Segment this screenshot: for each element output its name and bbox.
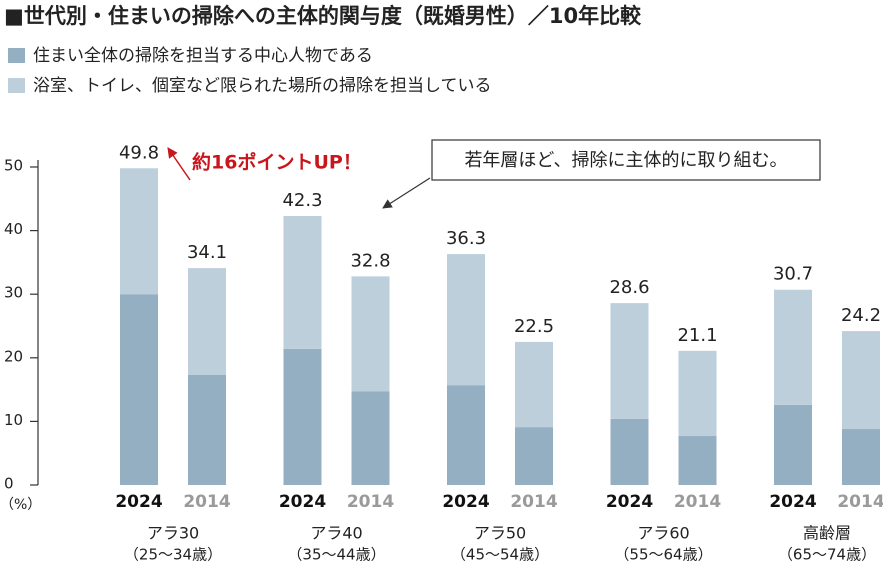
group-label: アラ50 bbox=[474, 524, 526, 543]
x-tick-label: 2014 bbox=[674, 492, 721, 512]
group-sublabel: （55〜64歳） bbox=[614, 546, 712, 564]
legend-label: 住まい全体の掃除を担当する中心人物である bbox=[33, 46, 373, 66]
group-sublabel: （45〜54歳） bbox=[451, 546, 549, 564]
annotation-arrow bbox=[167, 147, 191, 181]
value-label: 28.6 bbox=[609, 277, 649, 298]
value-label: 22.5 bbox=[514, 316, 554, 337]
bar-segment bbox=[351, 391, 390, 485]
bar-segment bbox=[188, 374, 226, 485]
chart-title: ■世代別・住まいの掃除への主体的関与度（既婚男性）／10年比較 bbox=[4, 4, 642, 28]
bar-segment bbox=[842, 429, 880, 485]
annotation: 若年層ほど、掃除に主体的に取り組む。 bbox=[464, 150, 787, 171]
group-label: 高齢層 bbox=[803, 524, 851, 543]
value-label: 34.1 bbox=[187, 242, 227, 263]
group-label: アラ30 bbox=[147, 524, 199, 543]
group-sublabel: （35〜44歳） bbox=[287, 546, 385, 564]
y-tick-label: 30 bbox=[4, 284, 23, 302]
bar-segment bbox=[188, 268, 226, 375]
x-tick-label: 2014 bbox=[837, 492, 883, 512]
bar-segment bbox=[610, 303, 649, 419]
annotation-arrow bbox=[382, 177, 431, 209]
x-tick-label: 2014 bbox=[510, 492, 557, 512]
bar-segment bbox=[351, 276, 390, 392]
y-unit: （%） bbox=[0, 497, 41, 513]
legend-swatch bbox=[8, 48, 25, 63]
x-tick-label: 2024 bbox=[279, 492, 326, 512]
x-tick-label: 2024 bbox=[442, 492, 489, 512]
bar-segment bbox=[515, 427, 553, 485]
annotation: 約16ポイントUP！ bbox=[192, 151, 362, 174]
value-label: 21.1 bbox=[677, 325, 717, 346]
bar-segment bbox=[678, 350, 717, 437]
bar-segment bbox=[120, 168, 158, 295]
x-tick-label: 2024 bbox=[769, 492, 816, 512]
group-sublabel: （65〜74歳） bbox=[778, 546, 876, 564]
group-label: アラ40 bbox=[310, 524, 362, 543]
value-label: 30.7 bbox=[773, 264, 813, 285]
value-label: 24.2 bbox=[841, 305, 881, 326]
bar-segment bbox=[774, 404, 812, 485]
y-tick-label: 0 bbox=[4, 475, 14, 493]
group-label: アラ60 bbox=[637, 524, 689, 543]
bar-segment bbox=[774, 289, 812, 405]
bar-segment bbox=[515, 341, 553, 428]
legend-label: 浴室、トイレ、個室など限られた場所の掃除を担当している bbox=[33, 76, 492, 96]
x-tick-label: 2024 bbox=[115, 492, 162, 512]
bar-segment bbox=[610, 418, 649, 485]
y-tick-label: 10 bbox=[4, 411, 23, 429]
value-label: 42.3 bbox=[282, 190, 322, 211]
bar-segment bbox=[447, 254, 485, 386]
bar-segment bbox=[283, 215, 322, 349]
x-tick-label: 2014 bbox=[347, 492, 394, 512]
y-tick-label: 20 bbox=[4, 347, 23, 365]
value-label: 49.8 bbox=[119, 142, 159, 163]
y-tick-label: 40 bbox=[4, 220, 23, 238]
x-tick-label: 2014 bbox=[183, 492, 230, 512]
legend-swatch bbox=[8, 78, 25, 93]
y-tick-label: 50 bbox=[4, 157, 23, 175]
x-tick-label: 2024 bbox=[606, 492, 653, 512]
value-label: 32.8 bbox=[350, 250, 390, 271]
bar-segment bbox=[283, 348, 322, 485]
bar-segment bbox=[120, 294, 158, 485]
annotation-box bbox=[431, 139, 821, 181]
bar-segment bbox=[447, 385, 485, 485]
bar-segment bbox=[678, 436, 717, 485]
value-label: 36.3 bbox=[446, 228, 486, 249]
bar-segment bbox=[842, 331, 880, 430]
group-sublabel: （25〜34歳） bbox=[124, 546, 222, 564]
